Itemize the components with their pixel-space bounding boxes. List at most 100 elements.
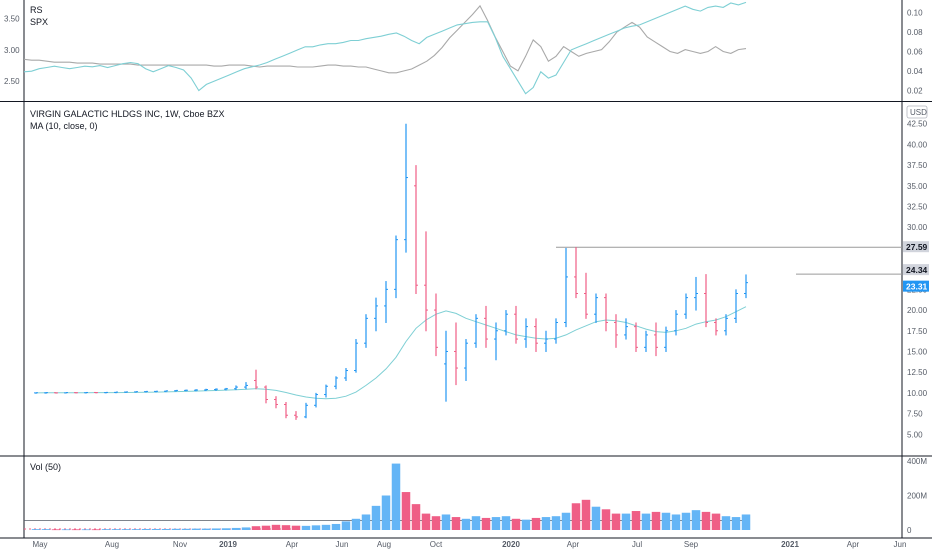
volume-bar — [231, 527, 241, 530]
volume-bar — [351, 518, 361, 530]
volume-bar — [121, 529, 131, 530]
ohlc-bar — [384, 281, 388, 323]
ohlc-bar — [224, 387, 228, 391]
ohlc-bar — [664, 326, 668, 352]
ohlc-bar — [734, 289, 738, 323]
rs-right-tick-label: 0.02 — [907, 86, 923, 95]
ohlc-bar — [344, 368, 348, 381]
spx-legend-label: SPX — [30, 17, 48, 27]
time-tick-label: Jun — [894, 540, 907, 549]
ohlc-bar — [44, 392, 48, 394]
time-tick-label: Apr — [567, 540, 580, 549]
volume-bar — [621, 513, 631, 530]
ohlc-bar — [704, 274, 708, 328]
time-tick-label: Sep — [684, 540, 699, 549]
volume-bar — [251, 526, 261, 530]
currency-box — [906, 105, 928, 119]
ohlc-bar — [174, 389, 178, 392]
volume-bar — [481, 517, 491, 530]
volume-bar — [511, 518, 521, 530]
ohlc-bar — [464, 339, 468, 381]
time-tick-label: Jun — [336, 540, 349, 549]
price-tick-label: 30.00 — [907, 223, 928, 232]
time-tick-label: May — [32, 540, 47, 549]
rs-left-tick-label: 3.00 — [4, 46, 20, 55]
volume-panel: Vol (50) 400M 200M 0 — [24, 457, 927, 535]
spx-series-line — [23, 4, 747, 74]
volume-bar — [191, 528, 201, 530]
ohlc-bar — [504, 310, 508, 336]
ohlc-bar — [104, 391, 108, 394]
volume-tick-label: 400M — [907, 457, 927, 466]
volume-bar — [291, 525, 301, 530]
volume-bar — [541, 517, 551, 530]
currency-label: USD — [910, 108, 927, 117]
ohlc-bar — [394, 235, 398, 299]
ohlc-bar — [74, 392, 78, 394]
time-tick-label: Apr — [286, 540, 299, 549]
volume-bar — [641, 513, 651, 530]
ohlc-bar — [574, 247, 578, 299]
price-label: 27.59 — [906, 242, 928, 252]
price-tick-label: 12.50 — [907, 368, 928, 377]
volume-bar — [31, 529, 41, 530]
ohlc-bar — [304, 402, 308, 419]
time-tick-label: Aug — [105, 540, 119, 549]
volume-bar — [41, 529, 51, 530]
volume-bar — [521, 519, 531, 530]
ohlc-bar — [404, 123, 408, 253]
ohlc-bar — [744, 274, 748, 299]
volume-bar — [531, 517, 541, 530]
ohlc-bar — [714, 318, 718, 336]
ohlc-bar — [354, 339, 358, 373]
rs-legend-label: RS — [30, 5, 43, 15]
volume-bar — [741, 514, 751, 530]
price-panel: VIRGIN GALACTIC HLDGS INC, 1W, Cboe BZX M… — [30, 105, 929, 439]
volume-bar — [681, 512, 691, 530]
volume-bar — [301, 525, 311, 530]
ohlc-bar — [124, 391, 128, 393]
ohlc-bar — [424, 231, 428, 332]
volume-bar — [211, 528, 221, 530]
volume-bar — [671, 514, 681, 530]
ohlc-bar — [584, 272, 588, 319]
ohlc-bar — [274, 396, 278, 409]
volume-bar — [161, 528, 171, 530]
volume-bar — [51, 529, 61, 531]
price-label: 24.34 — [906, 265, 928, 275]
ohlc-bar — [564, 247, 568, 328]
volume-tick-label: 0 — [907, 526, 912, 535]
ohlc-bar — [164, 390, 168, 393]
time-tick-label: 2019 — [219, 540, 237, 549]
price-tick-label: 5.00 — [907, 430, 923, 439]
volume-bar — [501, 516, 511, 530]
ohlc-bar — [494, 322, 498, 361]
ohlc-bar — [134, 391, 138, 393]
price-label-box — [903, 241, 929, 253]
ohlc-bar — [254, 369, 258, 390]
time-tick-label: 2020 — [502, 540, 520, 549]
volume-bar — [361, 514, 371, 530]
ohlc-bar — [554, 318, 558, 344]
ohlc-bar — [454, 322, 458, 386]
volume-bar — [441, 514, 451, 530]
ohlc-bar — [184, 389, 188, 392]
ohlc-bar — [654, 322, 658, 357]
ohlc-bar — [534, 318, 538, 352]
ohlc-bar — [434, 293, 438, 357]
ohlc-bar — [594, 293, 598, 323]
volume-bar — [271, 524, 281, 530]
volume-bar — [431, 516, 441, 530]
ohlc-bar — [544, 330, 548, 352]
volume-bar — [261, 525, 271, 530]
volume-bar — [461, 518, 471, 530]
volume-bar — [561, 512, 571, 530]
time-tick-label: Aug — [377, 540, 391, 549]
price-tick-label: 20.00 — [907, 306, 928, 315]
volume-bar — [151, 528, 161, 530]
rs-left-tick-label: 3.50 — [4, 15, 20, 24]
volume-bar — [611, 513, 621, 530]
volume-bar — [631, 511, 641, 530]
